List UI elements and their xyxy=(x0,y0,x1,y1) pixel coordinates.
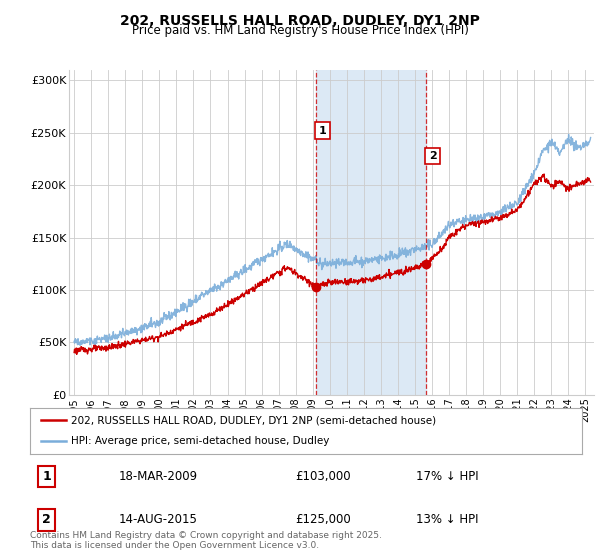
Text: 202, RUSSELLS HALL ROAD, DUDLEY, DY1 2NP: 202, RUSSELLS HALL ROAD, DUDLEY, DY1 2NP xyxy=(120,14,480,28)
Text: HPI: Average price, semi-detached house, Dudley: HPI: Average price, semi-detached house,… xyxy=(71,436,330,446)
Text: 17% ↓ HPI: 17% ↓ HPI xyxy=(416,470,479,483)
Text: Contains HM Land Registry data © Crown copyright and database right 2025.
This d: Contains HM Land Registry data © Crown c… xyxy=(30,530,382,550)
Text: Price paid vs. HM Land Registry's House Price Index (HPI): Price paid vs. HM Land Registry's House … xyxy=(131,24,469,37)
Text: 1: 1 xyxy=(42,470,51,483)
Text: 13% ↓ HPI: 13% ↓ HPI xyxy=(416,513,479,526)
Text: 18-MAR-2009: 18-MAR-2009 xyxy=(118,470,197,483)
Text: 14-AUG-2015: 14-AUG-2015 xyxy=(118,513,197,526)
Text: 1: 1 xyxy=(319,126,326,136)
Bar xyxy=(316,70,426,395)
Text: 202, RUSSELLS HALL ROAD, DUDLEY, DY1 2NP (semi-detached house): 202, RUSSELLS HALL ROAD, DUDLEY, DY1 2NP… xyxy=(71,415,437,425)
Text: 2: 2 xyxy=(42,513,51,526)
Text: £125,000: £125,000 xyxy=(295,513,351,526)
Text: 2: 2 xyxy=(428,151,436,161)
Text: £103,000: £103,000 xyxy=(295,470,350,483)
